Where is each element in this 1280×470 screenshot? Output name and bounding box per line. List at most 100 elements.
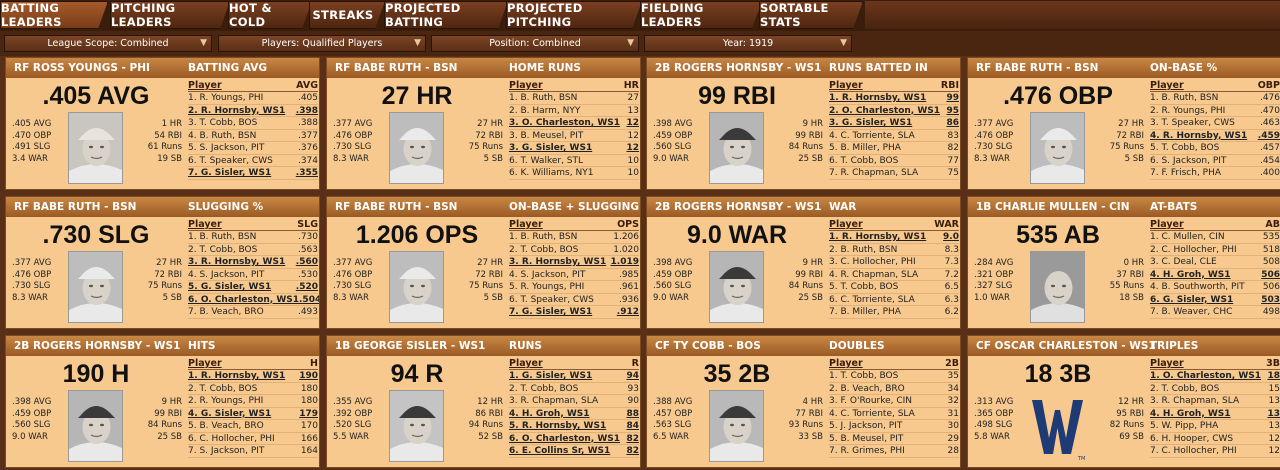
leader-name[interactable]: 2. R. Hornsby, WS1: [188, 105, 286, 116]
leaderboard-row[interactable]: 4. B. Southworth, PIT 506: [1150, 281, 1280, 294]
leader-name[interactable]: 5. G. Sisler, WS1: [188, 282, 272, 292]
leader-name[interactable]: 7. B. Miller, PHA: [829, 307, 901, 317]
leader-player-name[interactable]: RF BABE RUTH - BSN: [335, 201, 458, 213]
stat-column-header[interactable]: AB: [1265, 219, 1280, 230]
leaderboard-row[interactable]: 7. G. Sisler, WS1 .355: [188, 167, 318, 180]
leaderboard-row[interactable]: 7. B. Weaver, CHC 498: [1150, 306, 1280, 319]
leaderboard-row[interactable]: 7. G. Sisler, WS1 .912: [509, 306, 639, 319]
leader-name[interactable]: 4. H. Groh, WS1: [1150, 269, 1231, 280]
leader-name[interactable]: 3. C. Hollocher, PHI: [829, 257, 916, 267]
leaderboard-row[interactable]: 2. B. Veach, BRO 34: [829, 383, 959, 395]
leaderboard-row[interactable]: 2. T. Cobb, BOS 15: [1150, 383, 1280, 395]
leader-name[interactable]: 2. B. Veach, BRO: [829, 383, 905, 394]
leader-name[interactable]: 2. B. Ruth, BSN: [829, 244, 898, 255]
leader-name[interactable]: 6. T. Cobb, BOS: [829, 155, 899, 166]
tab-projected-pitching[interactable]: PROJECTED PITCHING: [506, 1, 642, 29]
leaderboard-row[interactable]: 7. R. Grimes, PHI 28: [829, 445, 959, 458]
leaderboard-row[interactable]: 6. C. Hollocher, PHI 166: [188, 433, 318, 445]
leader-name[interactable]: 5. B. Meusel, PIT: [829, 433, 904, 444]
stat-column-header[interactable]: OPS: [617, 219, 639, 230]
leader-name[interactable]: 4. C. Torriente, SLA: [829, 408, 915, 419]
tab-pitching-leaders[interactable]: PITCHING LEADERS: [110, 1, 230, 29]
leaderboard-row[interactable]: 6. O. Charleston, WS1 82: [509, 433, 639, 445]
leader-name[interactable]: 6. S. Jackson, PIT: [1150, 155, 1227, 166]
leaderboard-row[interactable]: 6. K. Williams, NY1 10: [509, 167, 639, 180]
leader-player-name[interactable]: RF BABE RUTH - BSN: [335, 62, 458, 74]
leader-name[interactable]: 3. R. Chapman, SLA: [1150, 396, 1240, 406]
leader-name[interactable]: 5. T. Cobb, BOS: [829, 282, 899, 292]
leader-player-name[interactable]: 2B ROGERS HORNSBY - WS1: [655, 62, 822, 74]
leaderboard-row[interactable]: 4. H. Groh, WS1 506: [1150, 269, 1280, 281]
leader-player-name[interactable]: RF BABE RUTH - BSN: [976, 62, 1099, 74]
leaderboard-row[interactable]: 1. R. Hornsby, WS1 99: [829, 92, 959, 105]
leaderboard-row[interactable]: 1. R. Hornsby, WS1 9.0: [829, 231, 959, 244]
leaderboard-row[interactable]: 5. S. Jackson, PIT .376: [188, 142, 318, 155]
leaderboard-row[interactable]: 3. T. Speaker, CWS .463: [1150, 117, 1280, 130]
leader-name[interactable]: 3. C. Deal, CLE: [1150, 257, 1217, 267]
leaderboard-row[interactable]: 3. T. Cobb, BOS .388: [188, 117, 318, 130]
player-photo[interactable]: [1030, 112, 1085, 184]
leaderboard-row[interactable]: 5. J. Jackson, PIT 30: [829, 420, 959, 433]
leader-name[interactable]: 1. B. Ruth, BSN: [1150, 93, 1219, 103]
leaderboard-row[interactable]: 3. G. Sisler, WS1 12: [509, 142, 639, 155]
player-column-header[interactable]: Player: [1150, 219, 1184, 230]
leaderboard-row[interactable]: 4. B. Ruth, BSN .377: [188, 130, 318, 142]
leader-player-name[interactable]: 1B GEORGE SISLER - WS1: [335, 340, 486, 352]
leader-player-name[interactable]: RF ROSS YOUNGS - PHI: [14, 62, 150, 74]
leaderboard-row[interactable]: 2. R. Youngs, PHI .470: [1150, 105, 1280, 117]
stat-column-header[interactable]: 2B: [945, 358, 959, 369]
leaderboard-row[interactable]: 7. C. Hollocher, PHI 12: [1150, 445, 1280, 458]
leader-name[interactable]: 1. C. Mullen, CIN: [1150, 232, 1225, 242]
leaderboard-row[interactable]: 5. B. Miller, PHA 82: [829, 142, 959, 155]
filter-dropdown-1[interactable]: Players: Qualified Players ▼: [218, 35, 426, 52]
leader-name[interactable]: 7. B. Weaver, CHC: [1150, 307, 1233, 317]
leaderboard-row[interactable]: 1. B. Ruth, BSN .730: [188, 231, 318, 244]
tab-batting-leaders[interactable]: BATTING LEADERS: [0, 1, 108, 29]
player-column-header[interactable]: Player: [509, 358, 543, 369]
leaderboard-row[interactable]: 6. E. Collins Sr, WS1 82: [509, 445, 639, 458]
leaderboard-row[interactable]: 1. O. Charleston, WS1 18: [1150, 370, 1280, 383]
leader-name[interactable]: 5. J. Jackson, PIT: [829, 421, 903, 431]
stat-column-header[interactable]: R: [631, 358, 639, 369]
leader-name[interactable]: 3. F. O'Rourke, CIN: [829, 396, 913, 406]
leader-name[interactable]: 2. R. Youngs, PHI: [1150, 105, 1226, 116]
leaderboard-row[interactable]: 4. C. Torriente, SLA 31: [829, 408, 959, 420]
leader-name[interactable]: 1. B. Ruth, BSN: [509, 93, 578, 103]
leader-name[interactable]: 1. R. Hornsby, WS1: [829, 93, 927, 103]
leader-name[interactable]: 5. R. Youngs, PHI: [509, 282, 585, 292]
stat-column-header[interactable]: AVG: [296, 80, 318, 91]
leaderboard-row[interactable]: 5. G. Sisler, WS1 .520: [188, 281, 318, 294]
player-photo[interactable]: [1030, 251, 1085, 323]
player-column-header[interactable]: Player: [188, 80, 222, 91]
player-column-header[interactable]: Player: [1150, 358, 1184, 369]
stat-column-header[interactable]: RBI: [940, 80, 959, 91]
leader-name[interactable]: 2. T. Cobb, BOS: [509, 244, 579, 255]
leaderboard-row[interactable]: 1. R. Hornsby, WS1 190: [188, 370, 318, 383]
leaderboard-row[interactable]: 2. B. Ruth, BSN 8.3: [829, 244, 959, 256]
leaderboard-row[interactable]: 4. R. Hornsby, WS1 .459: [1150, 130, 1280, 142]
leaderboard-row[interactable]: 3. O. Charleston, WS1 12: [509, 117, 639, 130]
leaderboard-row[interactable]: 6. T. Speaker, CWS .374: [188, 155, 318, 167]
leader-name[interactable]: 2. T. Cobb, BOS: [1150, 383, 1220, 394]
leader-name[interactable]: 1. G. Sisler, WS1: [509, 371, 593, 381]
leader-name[interactable]: 5. B. Veach, BRO: [188, 421, 264, 431]
leaderboard-row[interactable]: 5. B. Meusel, PIT 29: [829, 433, 959, 445]
leader-name[interactable]: 3. R. Chapman, SLA: [509, 396, 599, 406]
leaderboard-row[interactable]: 4. H. Groh, WS1 13: [1150, 408, 1280, 420]
leader-player-name[interactable]: 1B CHARLIE MULLEN - CIN: [976, 201, 1130, 213]
player-photo[interactable]: [389, 112, 444, 184]
leader-name[interactable]: 2. C. Hollocher, PHI: [1150, 244, 1237, 255]
leaderboard-row[interactable]: 2. C. Hollocher, PHI 518: [1150, 244, 1280, 256]
leader-name[interactable]: 4. S. Jackson, PIT: [509, 269, 586, 280]
leader-name[interactable]: 2. T. Cobb, BOS: [188, 383, 258, 394]
player-photo[interactable]: [68, 112, 123, 184]
player-column-header[interactable]: Player: [829, 219, 863, 230]
leaderboard-row[interactable]: 2. R. Youngs, PHI 180: [188, 395, 318, 408]
leader-name[interactable]: 6. T. Speaker, CWS: [188, 155, 273, 166]
leader-player-name[interactable]: RF BABE RUTH - BSN: [14, 201, 137, 213]
leader-name[interactable]: 7. G. Sisler, WS1: [188, 168, 272, 178]
leader-name[interactable]: 4. R. Hornsby, WS1: [1150, 130, 1248, 141]
leaderboard-row[interactable]: 5. T. Cobb, BOS 6.5: [829, 281, 959, 294]
leader-name[interactable]: 5. S. Jackson, PIT: [188, 143, 265, 153]
leaderboard-row[interactable]: 4. C. Torriente, SLA 83: [829, 130, 959, 142]
